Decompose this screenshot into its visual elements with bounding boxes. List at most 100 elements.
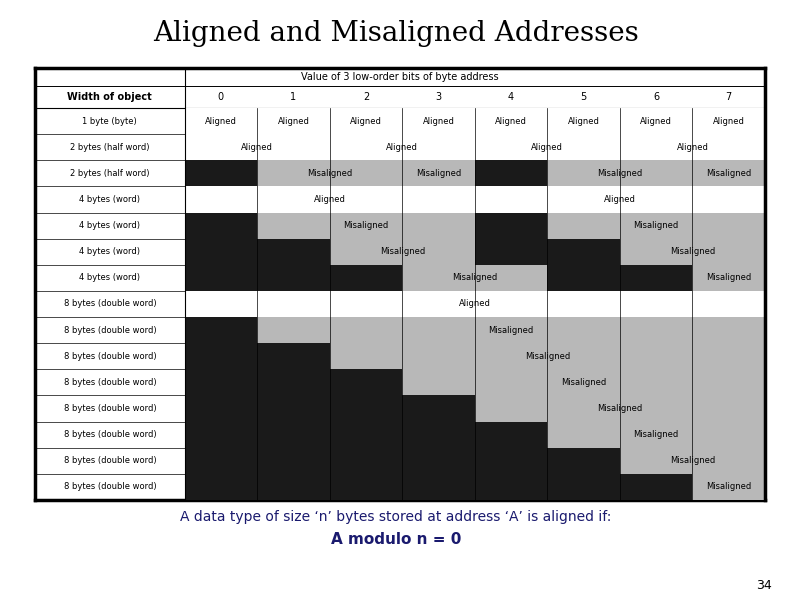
Text: 8 bytes (double word): 8 bytes (double word)	[63, 326, 156, 335]
Bar	[475, 187, 765, 212]
Text: Aligned and Misaligned Addresses: Aligned and Misaligned Addresses	[153, 20, 639, 47]
Text: 4 bytes (word): 4 bytes (word)	[79, 221, 140, 230]
Text: Aligned: Aligned	[568, 116, 600, 125]
Text: Misaligned: Misaligned	[634, 221, 679, 230]
Text: Aligned: Aligned	[242, 143, 273, 152]
Text: Width of object: Width of object	[67, 92, 152, 102]
Bar	[329, 134, 475, 160]
Text: Value of 3 low-order bits of byte address: Value of 3 low-order bits of byte addres…	[301, 72, 499, 82]
Text: Misaligned: Misaligned	[489, 326, 534, 335]
Text: Aligned: Aligned	[604, 195, 636, 204]
Text: Aligned: Aligned	[640, 116, 672, 125]
Text: Aligned: Aligned	[314, 195, 345, 204]
Bar	[329, 343, 765, 369]
Text: Aligned: Aligned	[459, 299, 491, 308]
Text: 3: 3	[436, 92, 442, 102]
Bar	[402, 265, 547, 291]
Bar	[257, 317, 765, 343]
Bar	[185, 187, 475, 212]
Text: 0: 0	[218, 92, 224, 102]
Text: Misaligned: Misaligned	[670, 457, 715, 465]
Text: Aligned: Aligned	[205, 116, 237, 125]
Text: Aligned: Aligned	[350, 116, 382, 125]
Bar	[185, 160, 257, 187]
Text: 4 bytes (word): 4 bytes (word)	[79, 195, 140, 204]
Bar	[185, 317, 257, 343]
Text: A data type of size ‘n’ bytes stored at address ‘A’ is aligned if:: A data type of size ‘n’ bytes stored at …	[181, 510, 611, 524]
Text: 2 bytes (half word): 2 bytes (half word)	[70, 143, 150, 152]
Text: 7: 7	[725, 92, 732, 102]
Text: Misaligned: Misaligned	[706, 482, 752, 491]
Bar	[475, 134, 620, 160]
Bar	[185, 239, 329, 265]
Text: 8 bytes (double word): 8 bytes (double word)	[63, 299, 156, 308]
Bar	[185, 212, 257, 239]
Bar	[692, 160, 765, 187]
Bar	[547, 212, 765, 239]
Text: Misaligned: Misaligned	[379, 247, 425, 256]
Text: Aligned: Aligned	[531, 143, 563, 152]
Bar	[329, 239, 475, 265]
Bar	[692, 265, 765, 291]
Text: 2 bytes (half word): 2 bytes (half word)	[70, 169, 150, 178]
Bar	[402, 108, 475, 134]
Bar	[185, 395, 475, 422]
Text: Misaligned: Misaligned	[706, 274, 752, 282]
Bar	[185, 422, 547, 448]
Text: 8 bytes (double word): 8 bytes (double word)	[63, 457, 156, 465]
Bar	[329, 108, 402, 134]
Text: Misaligned: Misaligned	[416, 169, 461, 178]
Bar	[620, 239, 765, 265]
Bar	[185, 369, 402, 395]
Bar	[620, 448, 765, 474]
Bar	[620, 108, 692, 134]
Bar	[475, 108, 547, 134]
Text: Aligned: Aligned	[277, 116, 310, 125]
Text: 5: 5	[581, 92, 587, 102]
Bar	[547, 160, 692, 187]
Bar	[257, 160, 402, 187]
Text: 2: 2	[363, 92, 369, 102]
Text: Misaligned: Misaligned	[344, 221, 389, 230]
Bar	[185, 474, 692, 500]
Text: 1 byte (byte): 1 byte (byte)	[82, 116, 137, 125]
Bar	[692, 108, 765, 134]
Text: Aligned: Aligned	[495, 116, 527, 125]
Bar	[185, 108, 257, 134]
Text: 8 bytes (double word): 8 bytes (double word)	[63, 352, 156, 360]
Text: Misaligned: Misaligned	[706, 169, 752, 178]
Text: 6: 6	[653, 92, 659, 102]
Bar	[185, 134, 329, 160]
Bar	[185, 343, 329, 369]
Bar	[402, 369, 765, 395]
Bar	[185, 448, 620, 474]
Text: 8 bytes (double word): 8 bytes (double word)	[63, 404, 156, 413]
Bar	[547, 108, 620, 134]
Bar	[547, 422, 765, 448]
Text: Misaligned: Misaligned	[452, 274, 497, 282]
Text: Aligned: Aligned	[386, 143, 418, 152]
Text: Aligned: Aligned	[713, 116, 744, 125]
Bar	[185, 265, 402, 291]
Text: 1: 1	[291, 92, 296, 102]
Text: Misaligned: Misaligned	[634, 430, 679, 439]
Bar	[257, 108, 329, 134]
Text: Aligned: Aligned	[676, 143, 708, 152]
Text: 4 bytes (word): 4 bytes (word)	[79, 274, 140, 282]
Bar	[547, 265, 692, 291]
Bar	[475, 395, 765, 422]
Text: 4 bytes (word): 4 bytes (word)	[79, 247, 140, 256]
Text: A modulo n = 0: A modulo n = 0	[331, 532, 461, 548]
Bar	[257, 212, 475, 239]
Text: 34: 34	[756, 579, 772, 592]
Text: 8 bytes (double word): 8 bytes (double word)	[63, 482, 156, 491]
Text: Misaligned: Misaligned	[670, 247, 715, 256]
Text: Misaligned: Misaligned	[561, 378, 606, 387]
Text: Misaligned: Misaligned	[597, 404, 642, 413]
Bar	[475, 160, 547, 187]
Text: Misaligned: Misaligned	[525, 352, 570, 360]
Bar	[692, 474, 765, 500]
Bar	[402, 160, 475, 187]
Text: Misaligned: Misaligned	[307, 169, 352, 178]
Text: 4: 4	[508, 92, 514, 102]
